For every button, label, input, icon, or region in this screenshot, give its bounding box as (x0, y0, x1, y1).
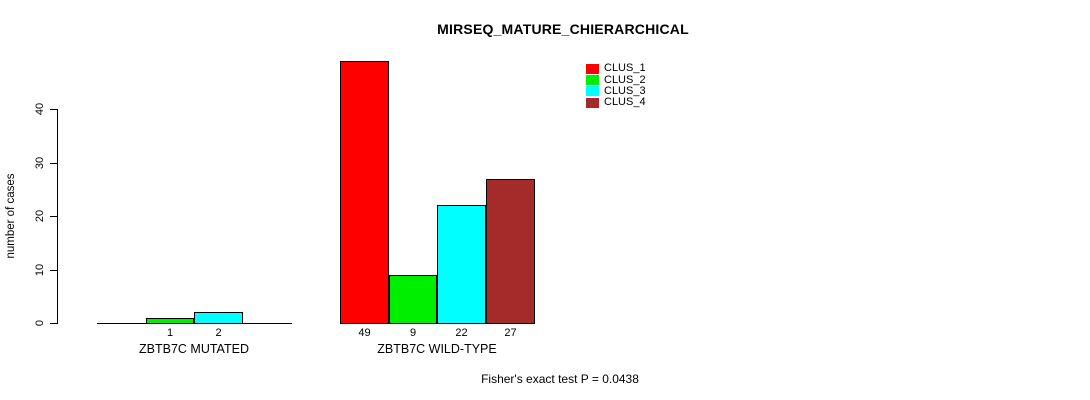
legend-item: CLUS_4 (586, 97, 646, 108)
bar-value-label: 9 (409, 327, 417, 339)
legend-item-label: CLUS_4 (604, 96, 646, 109)
y-axis-tick (50, 109, 57, 110)
legend-item: CLUS_2 (586, 73, 646, 86)
legend-color-swatch (586, 63, 599, 74)
chart-title: MIRSEQ_MATURE_CHIERARCHICAL (437, 21, 689, 37)
bar-clus_1 (340, 61, 389, 324)
y-axis-tick-label: 20 (34, 209, 46, 223)
y-axis-tick (50, 163, 57, 164)
legend-item: CLUS_1 (586, 63, 646, 74)
legend-color-swatch (586, 75, 599, 86)
bar-value-label: 22 (455, 327, 468, 339)
p-value-annotation: Fisher's exact test P = 0.0438 (481, 372, 639, 386)
legend-item-label: CLUS_2 (604, 73, 646, 86)
bar-value-label: 49 (358, 327, 371, 339)
bar-clus_4 (486, 179, 535, 324)
group-label: ZBTB7C WILD-TYPE (377, 342, 497, 356)
y-axis-tick (50, 323, 57, 324)
bar-value-label: 2 (215, 327, 222, 339)
bar-clus_2 (146, 318, 194, 324)
y-axis-tick-label: 40 (34, 102, 46, 116)
y-axis-tick-label: 0 (34, 319, 46, 327)
y-axis-tick-label: 30 (34, 156, 46, 170)
y-axis-tick (50, 216, 57, 217)
y-axis-tick (50, 270, 57, 271)
group-label: ZBTB7C MUTATED (139, 342, 249, 356)
legend-color-swatch (586, 86, 599, 97)
y-axis-line (57, 109, 58, 324)
bar-clus_2 (389, 275, 437, 324)
y-axis-tick-label: 10 (34, 263, 46, 277)
bar-clus_3 (194, 312, 243, 324)
legend-item-label: CLUS_1 (604, 62, 646, 75)
legend-item-label: CLUS_3 (604, 84, 646, 97)
legend-item: CLUS_3 (586, 84, 646, 97)
legend-color-swatch (586, 97, 599, 108)
bar-value-label: 1 (166, 327, 174, 339)
bar-value-label: 27 (504, 327, 517, 339)
y-axis-label: number of cases (5, 173, 17, 259)
bar-clus_3 (437, 205, 486, 324)
legend: CLUS_1 CLUS_2 CLUS_3 CLUS_4 (586, 63, 646, 109)
